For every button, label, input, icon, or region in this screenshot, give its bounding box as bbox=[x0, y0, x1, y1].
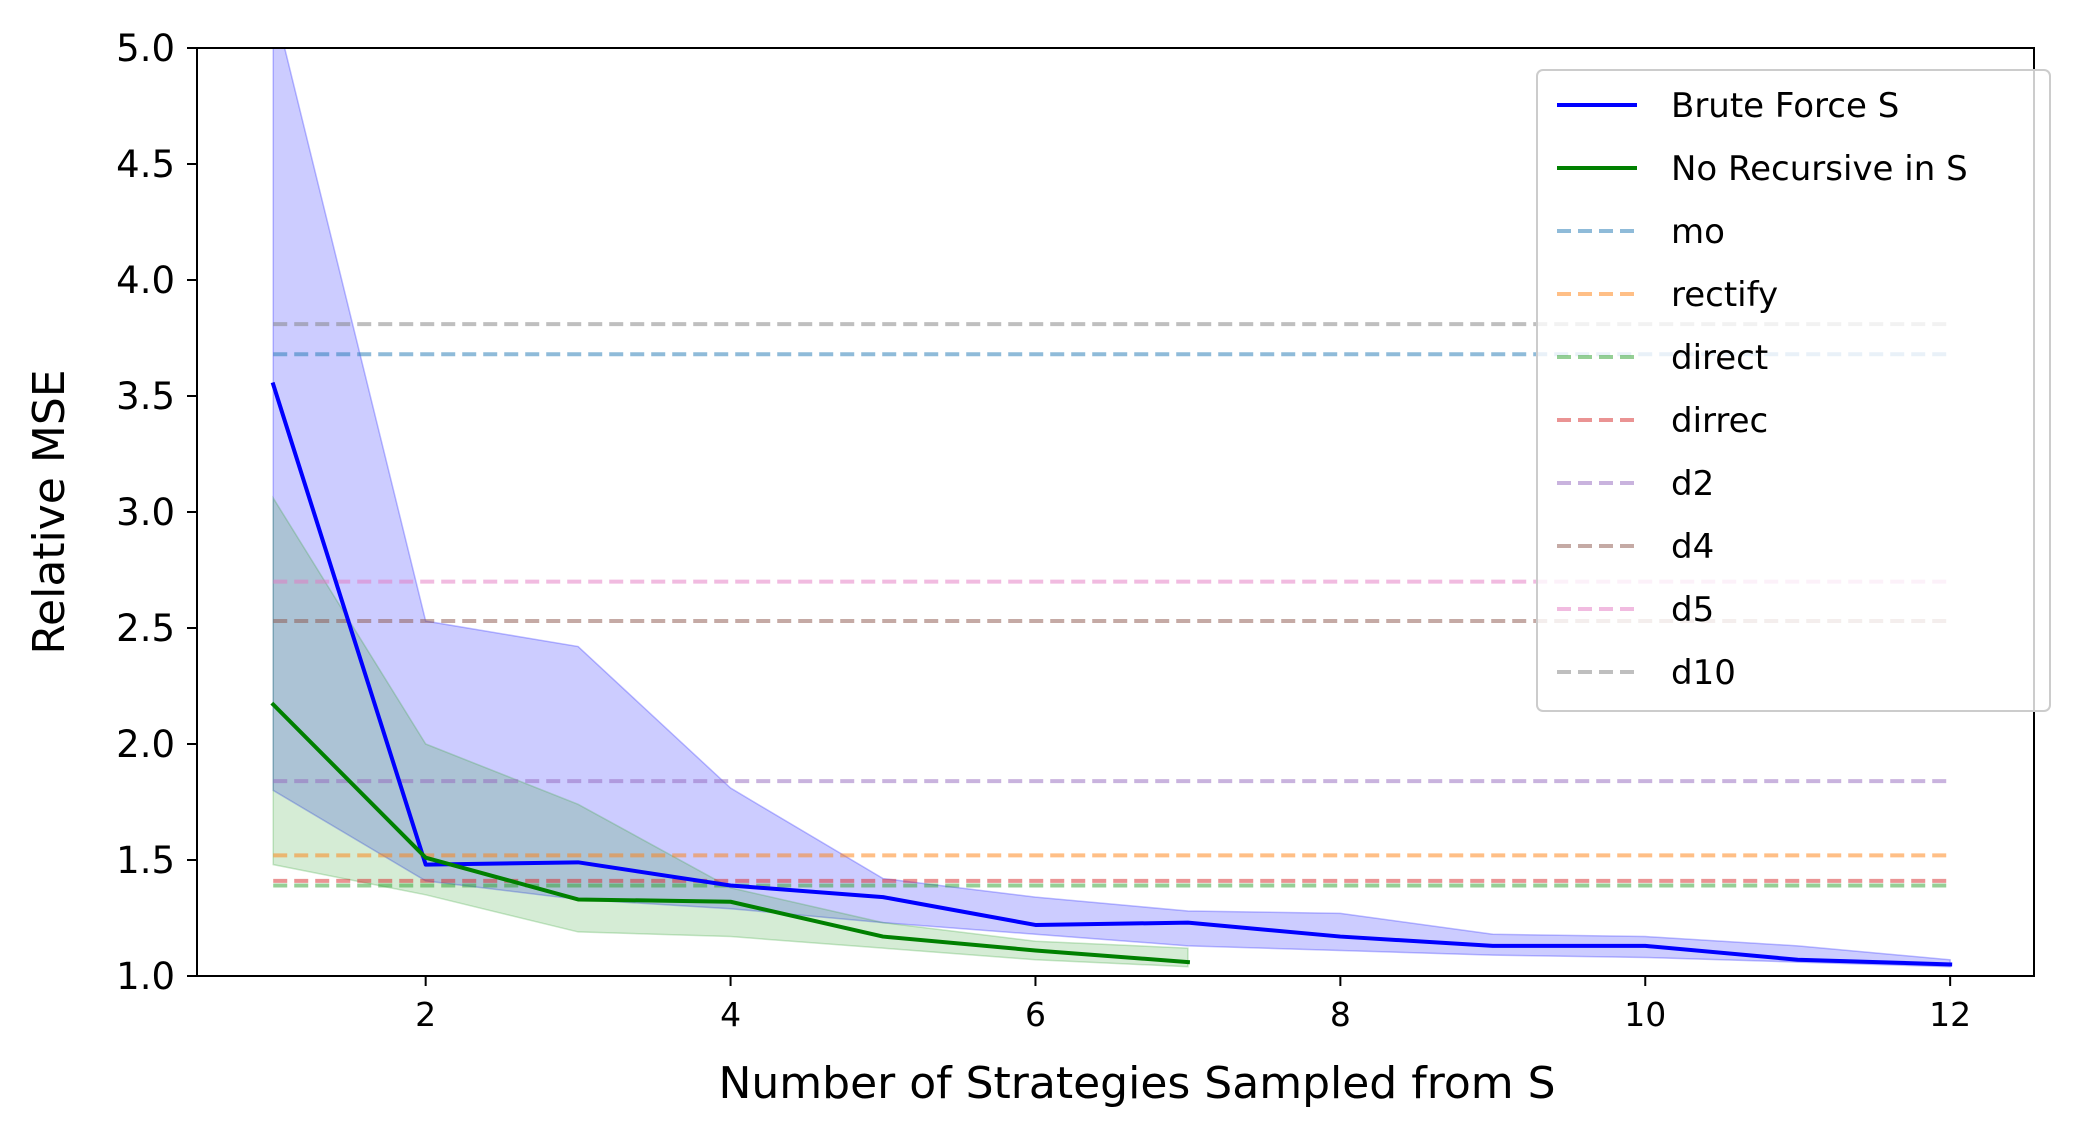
y-axis-label: Relative MSE bbox=[24, 369, 75, 654]
legend-label-d2: d2 bbox=[1671, 464, 1714, 504]
x-tick-label: 6 bbox=[1025, 995, 1046, 1034]
x-tick-label: 8 bbox=[1330, 995, 1351, 1034]
y-axis: 1.0 1.5 2.0 2.5 3.0 3.5 4.0 4.5 5.0 bbox=[116, 27, 197, 998]
y-tick-label: 4.0 bbox=[116, 259, 175, 302]
x-axis: 2 4 6 8 10 12 bbox=[415, 976, 1971, 1034]
legend-label-no-recursive-in-s: No Recursive in S bbox=[1671, 149, 1968, 189]
x-tick-label: 12 bbox=[1929, 995, 1971, 1034]
y-tick-label: 1.5 bbox=[116, 839, 175, 882]
legend-label-d5: d5 bbox=[1671, 590, 1714, 630]
band-no-recursive-in-s bbox=[272, 495, 1189, 968]
legend-label-d10: d10 bbox=[1671, 653, 1736, 693]
y-tick-label: 3.0 bbox=[116, 491, 175, 534]
legend: Brute Force S No Recursive in S mo rectify d… bbox=[1536, 69, 2051, 712]
confidence-bands bbox=[272, 48, 1951, 968]
x-tick-label: 10 bbox=[1624, 995, 1666, 1034]
legend-label-mo: mo bbox=[1671, 212, 1725, 252]
y-tick-label: 2.5 bbox=[116, 607, 175, 650]
y-tick-label: 1.0 bbox=[116, 955, 175, 998]
legend-label-brute-force-s: Brute Force S bbox=[1671, 86, 1899, 126]
legend-label-dirrec: dirrec bbox=[1671, 401, 1768, 441]
x-axis-label: Number of Strategies Sampled from S bbox=[718, 1058, 1555, 1109]
legend-label-direct: direct bbox=[1671, 338, 1768, 378]
y-tick-label: 3.5 bbox=[116, 375, 175, 418]
x-tick-label: 2 bbox=[415, 995, 436, 1034]
line-brute-force-s bbox=[270, 381, 1953, 967]
main-series-lines bbox=[270, 381, 1953, 967]
y-tick-label: 2.0 bbox=[116, 723, 175, 766]
legend-box bbox=[1536, 69, 2051, 712]
x-tick-label: 4 bbox=[720, 995, 741, 1034]
legend-label-d4: d4 bbox=[1671, 527, 1714, 567]
legend-label-rectify: rectify bbox=[1671, 275, 1778, 315]
line-no-recursive-in-s bbox=[270, 701, 1191, 965]
y-tick-label: 4.5 bbox=[116, 143, 175, 186]
y-tick-label: 5.0 bbox=[116, 27, 175, 70]
band-brute-force-s bbox=[272, 48, 1951, 968]
